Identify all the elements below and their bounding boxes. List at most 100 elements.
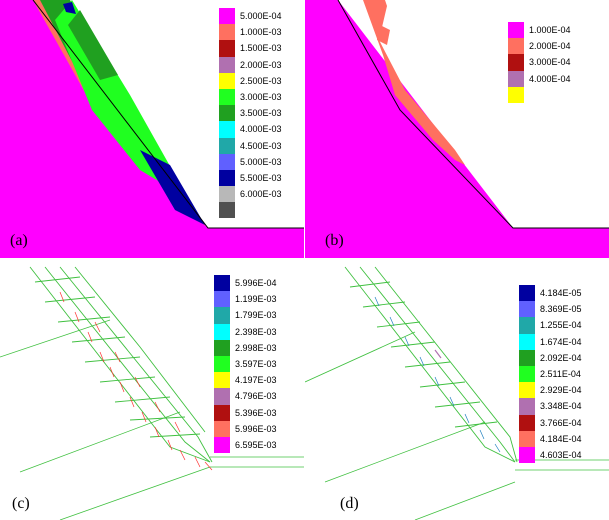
legend-swatch	[519, 382, 535, 399]
legend-label: 2.511E-04	[540, 369, 581, 380]
legend-swatch	[214, 436, 230, 454]
legend-c: 5.996E-04 1.199E-03 1.799E-03 2.398E-03 2.99…	[214, 275, 277, 454]
legend-label: 1.500E-03	[240, 43, 282, 54]
legend-swatch	[214, 420, 230, 437]
legend-swatch	[214, 307, 230, 324]
legend-label: 1.255E-04	[540, 320, 582, 331]
legend-label: 4.796E-03	[235, 391, 277, 402]
legend-row: 1.000E-04	[508, 22, 571, 39]
legend-label: 5.996E-04	[235, 278, 277, 289]
legend-label: 1.674E-04	[540, 336, 582, 347]
legend-label: 4.197E-03	[235, 375, 277, 386]
legend-row: 1.255E-04	[519, 317, 582, 334]
legend-row: 1.500E-03	[219, 40, 282, 57]
legend-label: 3.000E-04	[529, 57, 571, 68]
legend-swatch	[214, 388, 230, 405]
legend-swatch	[219, 88, 235, 106]
legend-row: 4.184E-04	[519, 430, 582, 447]
legend-row: 4.500E-03	[219, 137, 282, 154]
contour-band-orange	[363, 0, 465, 165]
legend-row: 4.197E-03	[214, 372, 277, 389]
background-mesh-lines	[305, 331, 609, 520]
legend-swatch	[519, 333, 535, 350]
legend-label: 4.184E-04	[540, 433, 582, 444]
legend-swatch	[219, 72, 235, 89]
displacement-vectors	[374, 296, 501, 453]
legend-a: 5.000E-04 1.000E-03 1.500E-03 2.000E-03 2.50…	[219, 8, 282, 219]
legend-row: 5.000E-03	[219, 153, 282, 170]
legend-label: 4.603E-04	[540, 449, 582, 460]
legend-row: 3.000E-04	[508, 54, 571, 71]
legend-swatch	[214, 291, 230, 308]
legend-swatch	[214, 339, 230, 356]
legend-swatch	[214, 323, 230, 340]
legend-label: 6.595E-03	[235, 439, 277, 450]
legend-row: 4.603E-04	[519, 446, 582, 464]
legend-row: 1.000E-03	[219, 24, 282, 41]
legend-row: 3.766E-04	[519, 414, 582, 431]
vector-highlight	[434, 349, 442, 359]
legend-row: 1.674E-04	[519, 333, 582, 350]
legend-row: 6.000E-03	[219, 186, 282, 203]
legend-swatch	[519, 365, 535, 383]
legend-row: 2.398E-03	[214, 323, 277, 340]
legend-swatch	[219, 56, 235, 73]
legend-label: 1.199E-03	[235, 294, 277, 305]
mesh-vectors-c	[0, 266, 304, 520]
slope-surface-line	[337, 0, 609, 229]
panel-label-a: (a)	[10, 232, 28, 249]
legend-swatch	[519, 301, 535, 318]
legend-row: 5.000E-04	[219, 8, 282, 25]
panel-label-d: (d)	[340, 495, 359, 512]
legend-swatch	[508, 54, 524, 71]
legend-swatch	[219, 137, 235, 154]
panel-label-c: (c)	[12, 495, 30, 512]
slope-mesh	[344, 266, 518, 463]
legend-swatch	[519, 446, 535, 464]
slope-body	[305, 0, 609, 258]
legend-label: 4.184E-05	[540, 288, 582, 299]
contour-band-dark-green-core	[68, 10, 118, 80]
legend-row: 2.000E-04	[508, 38, 571, 55]
legend-row: 8.369E-05	[519, 301, 582, 318]
legend-swatch	[519, 285, 535, 302]
panel-d: 4.184E-05 8.369E-05 1.255E-04 1.674E-04 2.09…	[305, 262, 609, 520]
legend-label: 8.369E-05	[540, 304, 582, 315]
legend-row: 2.500E-03	[219, 72, 282, 89]
legend-swatch	[214, 275, 230, 292]
legend-swatch	[519, 317, 535, 334]
legend-row: 3.000E-03	[219, 88, 282, 106]
legend-label: 5.000E-03	[240, 156, 282, 167]
legend-label: 2.000E-04	[529, 41, 571, 52]
legend-swatch	[508, 70, 524, 87]
legend-row: 1.199E-03	[214, 291, 277, 308]
legend-label: 1.799E-03	[235, 310, 277, 321]
legend-label: 2.398E-03	[235, 326, 277, 337]
slope-surface-line	[32, 0, 304, 229]
slope-contour-a	[0, 0, 304, 258]
legend-label: 3.348E-04	[540, 401, 582, 412]
legend-swatch	[219, 186, 235, 203]
legend-d: 4.184E-05 8.369E-05 1.255E-04 1.674E-04 2.09…	[519, 285, 582, 464]
legend-label: 3.597E-03	[235, 359, 277, 370]
contour-spot-orange	[377, 25, 390, 45]
legend-label: 2.092E-04	[540, 352, 582, 363]
legend-row: 3.500E-03	[219, 105, 282, 122]
legend-swatch	[508, 38, 524, 55]
legend-swatch	[219, 121, 235, 138]
legend-row: 1.799E-03	[214, 307, 277, 324]
legend-label: 2.998E-03	[235, 342, 277, 353]
legend-row: 5.996E-04	[214, 275, 277, 292]
legend-label: 1.000E-04	[529, 25, 571, 36]
legend-row	[219, 202, 282, 219]
legend-row: 5.396E-03	[214, 404, 277, 421]
legend-label: 3.766E-04	[540, 417, 582, 428]
legend-label: 1.000E-03	[240, 27, 282, 38]
legend-row: 6.595E-03	[214, 436, 277, 454]
legend-swatch	[508, 22, 524, 39]
contour-band-navy	[140, 150, 205, 225]
legend-label: 4.000E-04	[529, 73, 571, 84]
legend-label: 4.500E-03	[240, 140, 282, 151]
legend-label: 5.500E-03	[240, 172, 282, 183]
legend-row: 4.184E-05	[519, 285, 582, 302]
